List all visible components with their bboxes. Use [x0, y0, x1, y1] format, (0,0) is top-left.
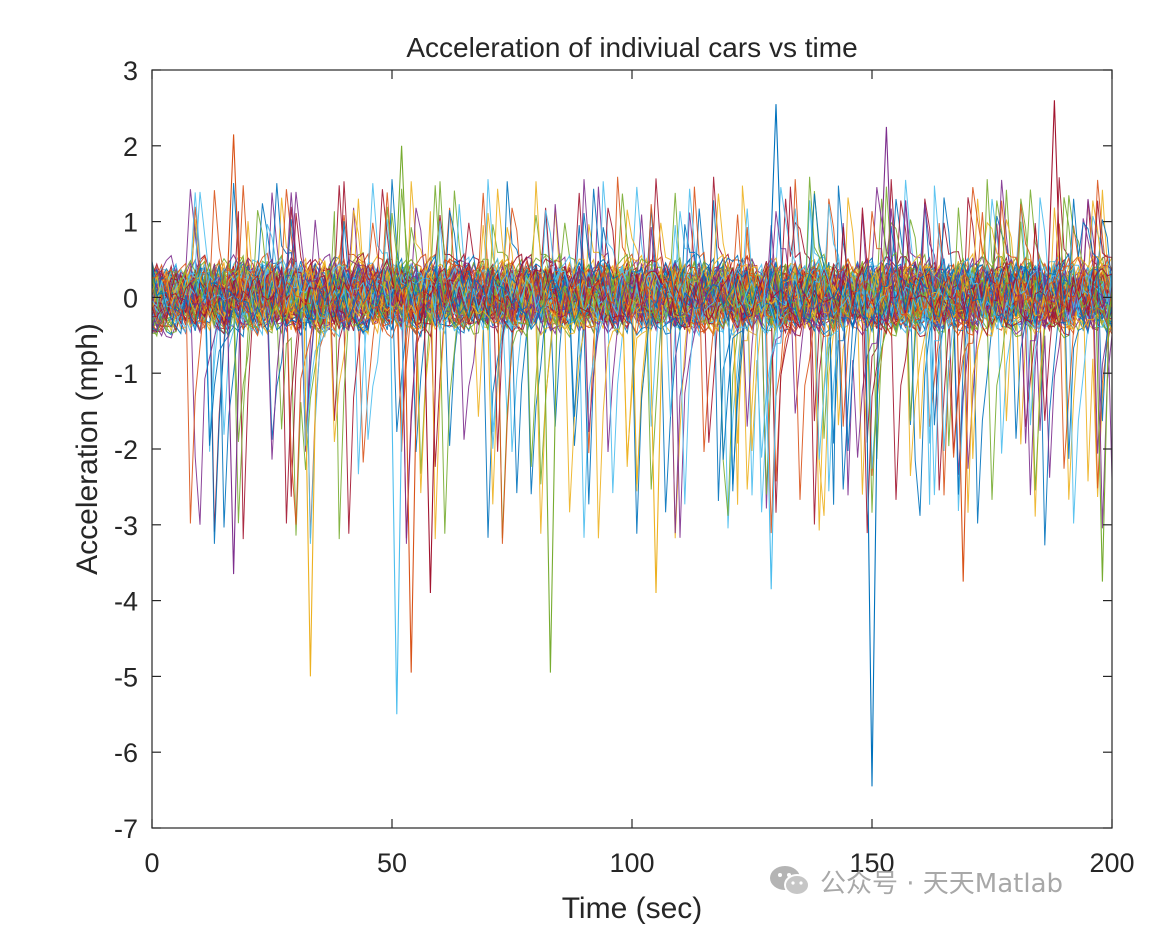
- x-tick-label: 200: [1089, 848, 1134, 878]
- spike-line: [226, 289, 241, 575]
- y-tick-label: 2: [123, 132, 138, 162]
- tick-layer: 0 50 100 150 200 3 2 1 0 -1 -2 -3 -4 -5 -6 -7: [114, 56, 1135, 878]
- series-line: [152, 261, 1112, 544]
- spike-line: [423, 289, 438, 594]
- y-tick-label: -6: [114, 738, 138, 768]
- spike-line: [648, 289, 664, 594]
- spike-line: [763, 289, 779, 590]
- series-line: [152, 203, 1112, 528]
- y-tick-label: -7: [114, 814, 138, 844]
- series-line: [152, 200, 1112, 524]
- spike-line: [226, 134, 241, 306]
- wechat-icon: [770, 866, 810, 896]
- y-tick-label: -4: [114, 587, 138, 617]
- spike-line: [543, 289, 558, 673]
- x-axis-label: Time (sec): [562, 892, 703, 925]
- spike-line: [303, 289, 318, 677]
- spike-line: [394, 145, 409, 306]
- x-tick-label: 0: [144, 848, 159, 878]
- y-tick-label: 3: [123, 56, 138, 86]
- x-tick-label: 50: [377, 848, 407, 878]
- x-tick-label: 150: [849, 848, 894, 878]
- y-tick-label: -5: [114, 662, 138, 692]
- series-line: [152, 192, 1112, 441]
- y-tick-label: -2: [114, 435, 138, 465]
- watermark: 公众号 · 天天Matlab: [768, 864, 1064, 899]
- series-line: [152, 185, 1112, 505]
- chart-title: Acceleration of indiviual cars vs time: [406, 32, 857, 63]
- y-axis-label: Acceleration (mph): [71, 323, 104, 575]
- y-tick-label: -3: [114, 511, 138, 541]
- y-tick-label: -1: [114, 359, 138, 389]
- spike-line: [879, 126, 894, 306]
- spike-line: [768, 104, 784, 305]
- watermark-text: 公众号 · 天天Matlab: [820, 868, 1064, 899]
- spike-line: [403, 289, 419, 673]
- spike-line: [389, 289, 405, 715]
- spike-line: [1047, 100, 1062, 305]
- series-layer: [152, 100, 1112, 787]
- x-tick-label: 100: [609, 848, 654, 878]
- spike-line: [955, 289, 971, 582]
- y-tick-label: 1: [123, 208, 138, 238]
- spike-line: [864, 289, 880, 787]
- spike-line: [1095, 289, 1110, 582]
- series-line: [152, 198, 1112, 534]
- y-tick-label: 0: [123, 283, 138, 313]
